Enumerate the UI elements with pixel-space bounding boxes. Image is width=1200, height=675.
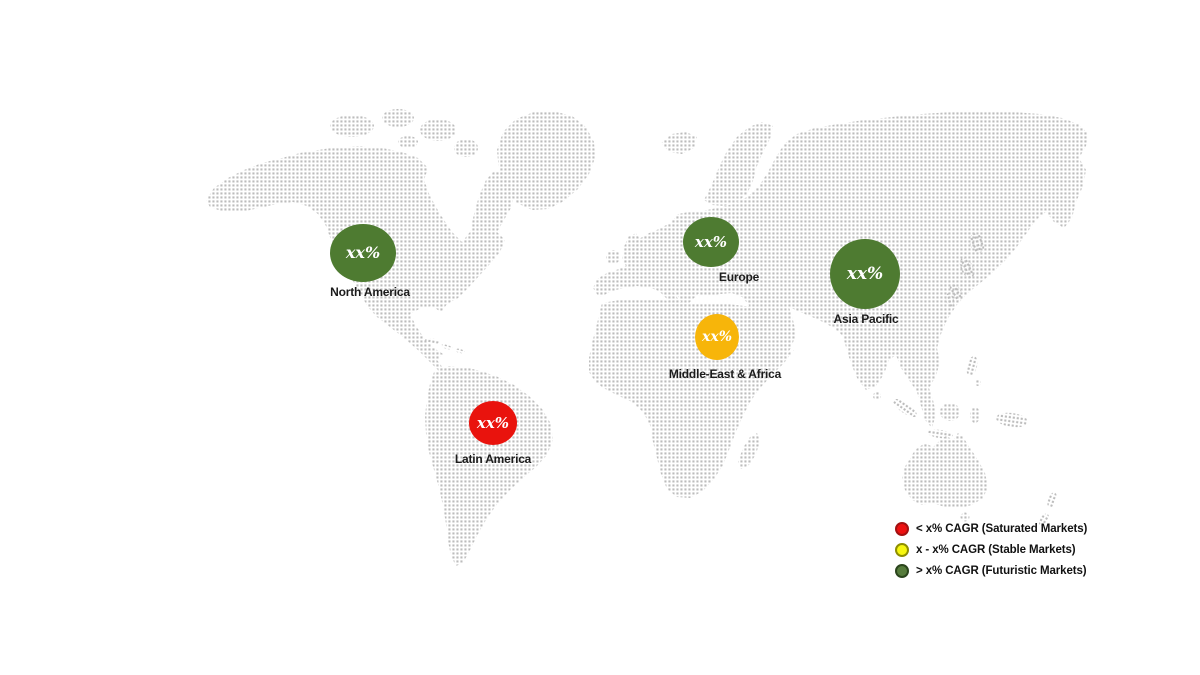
korea	[945, 293, 955, 307]
ireland	[606, 250, 620, 264]
philippines	[966, 356, 978, 376]
continent-africa	[589, 299, 794, 498]
bubble-value-europe: xx%	[694, 232, 728, 251]
legend-label-stable: x - x% CAGR (Stable Markets)	[916, 544, 1076, 556]
legend-item-saturated: < x% CAGR (Saturated Markets)	[895, 522, 1087, 536]
bubble-value-latin-america: xx%	[476, 413, 510, 432]
caribbean-islands	[441, 344, 453, 350]
arctic-islands	[420, 119, 456, 141]
legend-item-stable: x - x% CAGR (Stable Markets)	[895, 543, 1087, 557]
scandinavia	[704, 122, 773, 206]
philippines	[975, 380, 981, 386]
legend-dot-yellow-icon	[895, 543, 909, 557]
arctic-islands	[454, 139, 478, 157]
madagascar	[738, 433, 760, 469]
great-britain	[622, 233, 641, 268]
sulawesi	[970, 407, 980, 423]
japan	[969, 233, 985, 253]
bubble-latin-america: xx%	[469, 401, 517, 445]
java	[927, 429, 953, 439]
japan	[949, 283, 963, 301]
iceland	[661, 132, 697, 154]
sumatra	[893, 398, 917, 418]
tasmania	[960, 512, 970, 522]
caribbean-islands	[425, 338, 439, 344]
arctic-islands	[382, 109, 414, 127]
bubble-label-latin-america: Latin America	[454, 452, 532, 466]
continent-south-america	[425, 366, 553, 566]
bubble-value-asia-pacific: xx%	[846, 263, 884, 284]
legend: < x% CAGR (Saturated Markets) x - x% CAG…	[895, 522, 1087, 585]
bubble-value-middle-east-africa: xx%	[702, 329, 732, 345]
legend-dot-red-icon	[895, 522, 909, 536]
caribbean-islands	[455, 348, 465, 354]
bubble-middle-east-africa: xx%	[695, 314, 739, 360]
bubble-label-asia-pacific: Asia Pacific	[833, 312, 899, 326]
australia	[902, 433, 988, 508]
legend-item-futuristic: > x% CAGR (Futuristic Markets)	[895, 564, 1087, 578]
legend-dot-green-icon	[895, 564, 909, 578]
greenland	[497, 111, 595, 210]
new-zealand	[1039, 513, 1049, 527]
new-zealand	[1047, 492, 1057, 508]
bubble-label-europe: Europe	[718, 270, 760, 284]
arctic-islands	[330, 115, 374, 137]
bubble-label-middle-east-africa: Middle-East & Africa	[668, 367, 782, 381]
new-guinea	[996, 412, 1028, 428]
arctic-islands	[398, 136, 418, 148]
sri-lanka	[873, 392, 881, 400]
legend-label-saturated: < x% CAGR (Saturated Markets)	[916, 523, 1088, 535]
bubble-asia-pacific: xx%	[830, 239, 900, 309]
bubble-label-north-america: North America	[330, 285, 410, 299]
bubble-north-america: xx%	[330, 224, 396, 282]
bubble-value-north-america: xx%	[345, 243, 381, 262]
borneo	[940, 403, 960, 421]
japan	[959, 257, 975, 279]
bubble-europe: xx%	[683, 217, 739, 267]
legend-label-futuristic: > x% CAGR (Futuristic Markets)	[916, 565, 1087, 577]
